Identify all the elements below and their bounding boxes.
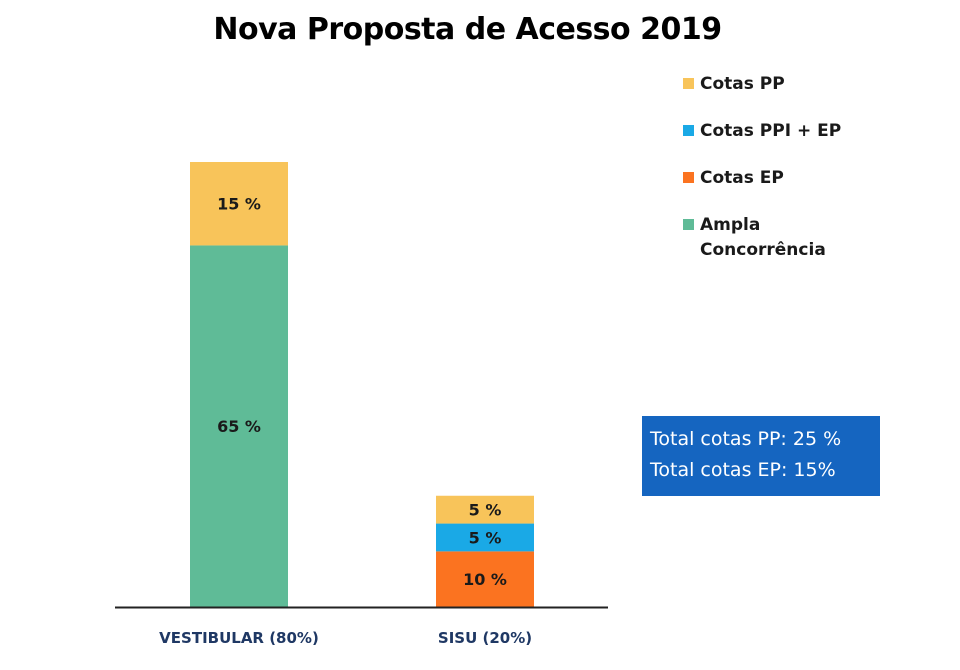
totals-box: Total cotas PP: 25 % Total cotas EP: 15% <box>642 416 880 496</box>
data-label: 65 % <box>217 417 261 436</box>
bar-segment <box>190 245 288 607</box>
data-label: 10 % <box>463 570 507 589</box>
legend-label: Cotas PP <box>700 74 785 94</box>
legend-item: Cotas PP <box>683 72 850 97</box>
bar-segment <box>190 162 288 246</box>
chart-title: Nova Proposta de Acesso 2019 <box>213 12 722 47</box>
legend: Cotas PP Cotas PPI + EP Cotas EP Ampla Conc… <box>683 72 850 285</box>
category-label: VESTIBULAR (80%) <box>159 629 319 647</box>
legend-swatch <box>683 172 694 183</box>
legend-item: Cotas PPI + EP <box>683 119 850 144</box>
bar-segment <box>436 551 534 607</box>
data-label: 15 % <box>217 195 261 214</box>
data-label: 5 % <box>469 528 502 547</box>
data-label: 5 % <box>469 501 502 520</box>
legend-swatch <box>683 219 694 230</box>
legend-swatch <box>683 125 694 136</box>
legend-label: Cotas PPI + EP <box>700 121 842 141</box>
legend-label: Cotas EP <box>700 168 784 188</box>
totals-line-ep: Total cotas EP: 15% <box>650 459 836 481</box>
legend-item: Ampla Concorrência <box>683 213 850 263</box>
legend-item: Cotas EP <box>683 166 850 191</box>
category-label: SISU (20%) <box>438 629 532 647</box>
legend-label: Ampla Concorrência <box>700 215 826 260</box>
legend-swatch <box>683 78 694 89</box>
totals-line-pp: Total cotas PP: 25 % <box>650 428 842 450</box>
bar-segment <box>436 495 534 524</box>
bar-segment <box>436 523 534 552</box>
